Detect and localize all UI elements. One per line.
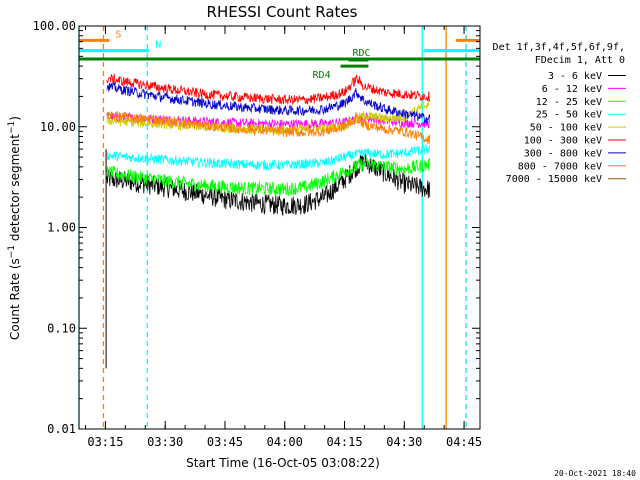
x-tick-label: 04:15: [326, 435, 362, 449]
y-tick-label: 10.00: [40, 120, 76, 134]
legend-header-line2: FDecim 1, Att 0: [535, 55, 625, 66]
legend-entry-label: 7000 - 15000 keV: [506, 174, 602, 185]
x-tick-label: 04:00: [267, 435, 303, 449]
x-tick-label: 04:30: [386, 435, 422, 449]
legend-entry-label: 800 - 7000 keV: [518, 161, 602, 172]
series-6-line: [106, 81, 431, 124]
series-7-line: [106, 111, 431, 145]
x-tick-label: 03:15: [87, 435, 123, 449]
y-tick-label: 0.10: [47, 321, 76, 335]
x-tick-label: 03:30: [147, 435, 183, 449]
legend-entry-label: 12 - 25 keV: [536, 97, 602, 108]
flag-label-4: RDC: [353, 48, 371, 59]
y-tick-label: 0.01: [47, 422, 76, 436]
chart-title: RHESSI Count Rates: [207, 3, 358, 21]
series-5-line: [106, 73, 431, 105]
flag-label-1: N: [155, 40, 161, 51]
y-axis-label: Count Rate (s−1 detector segment−1): [7, 116, 22, 340]
x-tick-label: 04:45: [446, 435, 482, 449]
series-3-line: [106, 144, 431, 171]
plot-area: S N RD4 RDC: [78, 26, 480, 429]
legend-entry-label: 25 - 50 keV: [536, 110, 602, 121]
axes: 100.00 10.00 1.00 0.10 0.01 03:15 03:30 03:45 04…: [33, 19, 482, 449]
legend-entry-label: 6 - 12 keV: [542, 84, 602, 95]
legend-header-line1: Det 1f,3f,4f,5f,6f,9f,: [493, 42, 625, 53]
series-0-line: [106, 154, 431, 217]
flag-label-3: RD4: [313, 70, 331, 81]
legend-entry-label: 300 - 800 keV: [524, 148, 602, 159]
legend-entry-label: 100 - 300 keV: [524, 136, 602, 147]
legend-entry-label: 50 - 100 keV: [530, 123, 602, 134]
footer-date: 20-Oct-2021 18:40: [554, 469, 636, 478]
x-tick-label: 03:45: [207, 435, 243, 449]
y-tick-label: 100.00: [33, 19, 76, 33]
legend-entry-label: 3 - 6 keV: [548, 71, 602, 82]
y-tick-label: 1.00: [47, 221, 76, 235]
flag-label-0: S: [115, 29, 121, 40]
legend: Det 1f,3f,4f,5f,6f,9f, FDecim 1, Att 0 3…: [493, 42, 626, 185]
x-axis-label: Start Time (16-Oct-05 03:08:22): [186, 456, 380, 470]
series-2-line: [106, 157, 431, 196]
